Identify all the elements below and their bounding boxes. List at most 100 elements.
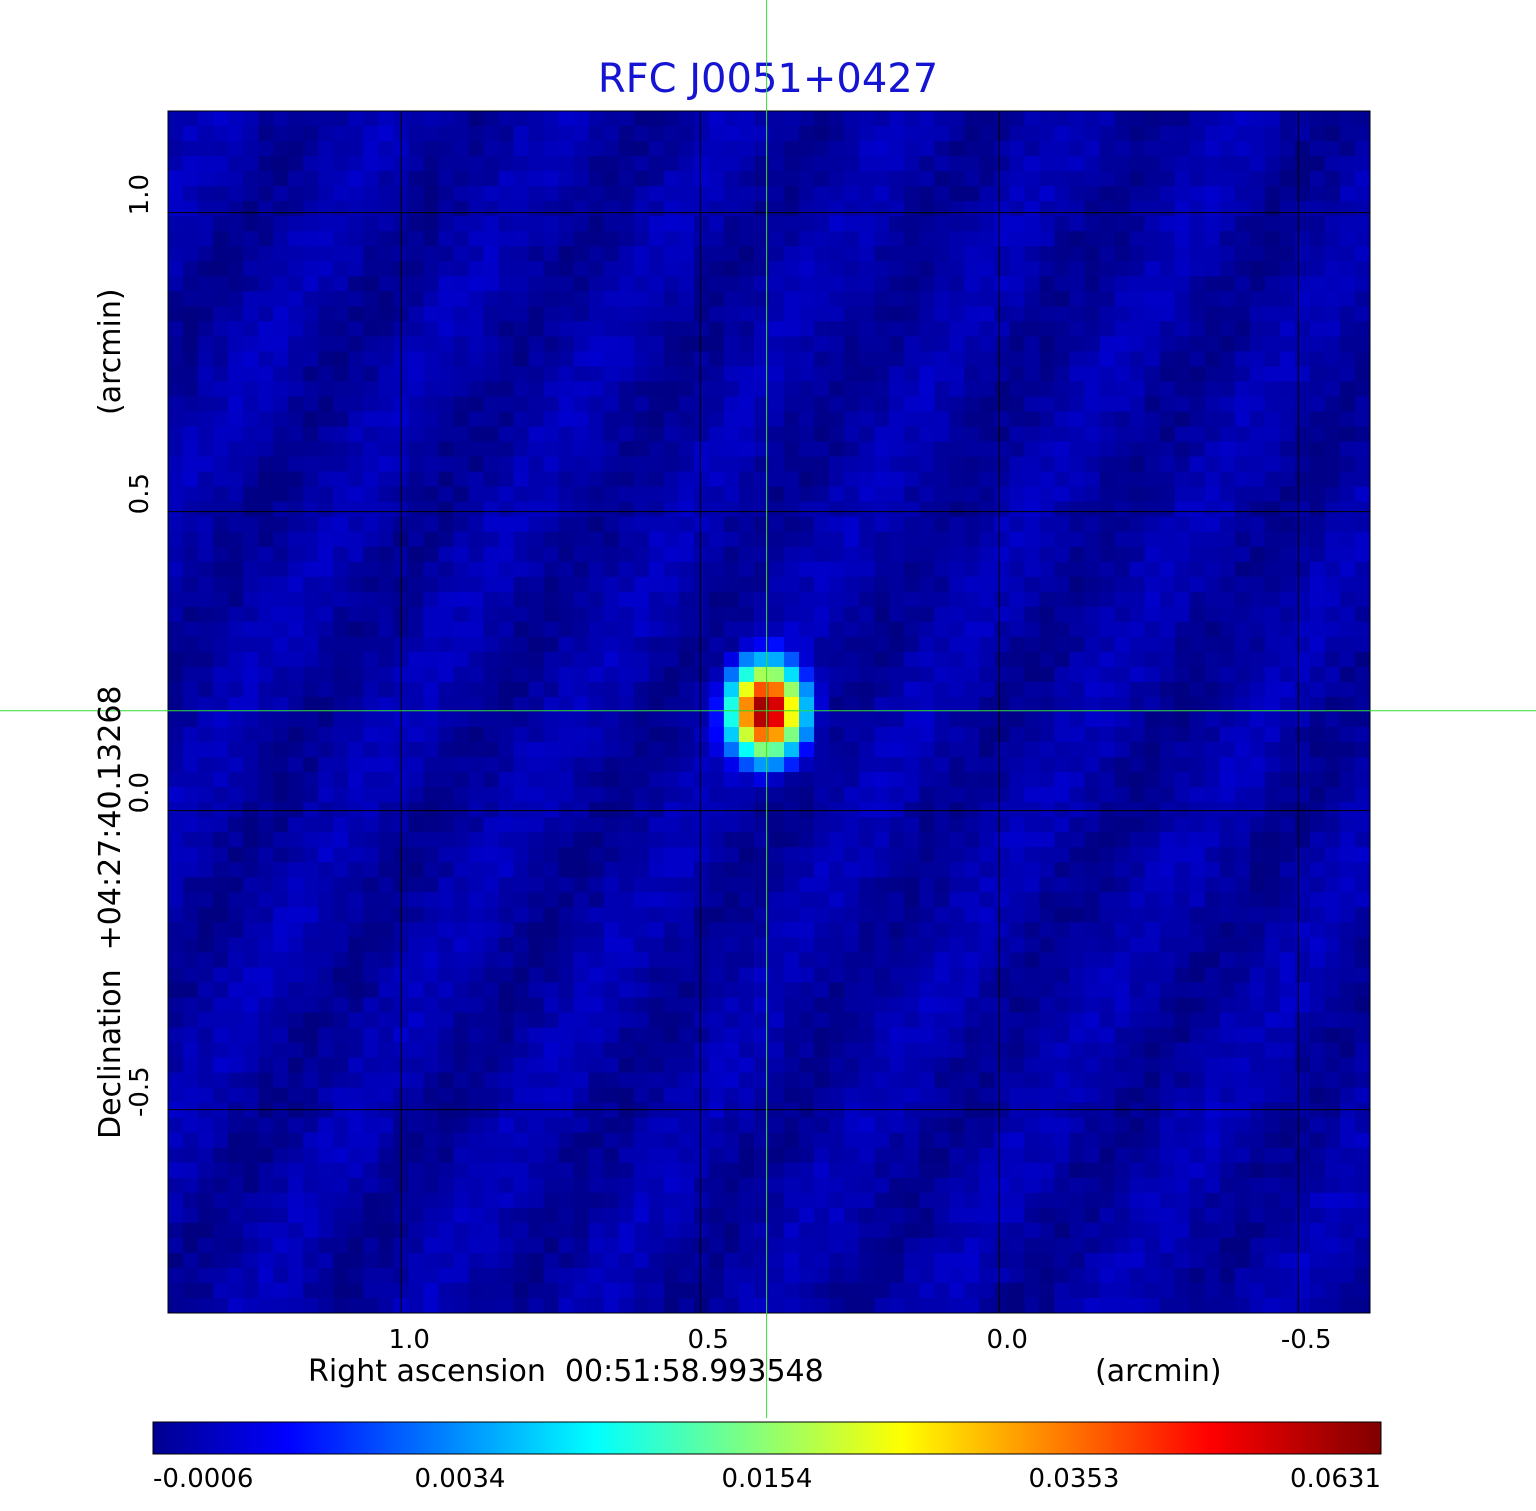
pixel-cell	[1174, 396, 1191, 413]
pixel-cell	[919, 606, 935, 623]
pixel-cell	[979, 997, 995, 1014]
pixel-cell	[1234, 141, 1251, 157]
pixel-cell	[603, 381, 620, 398]
pixel-cell	[363, 1012, 379, 1029]
pixel-cell	[408, 471, 425, 488]
pixel-cell	[288, 366, 304, 383]
pixel-cell	[1324, 576, 1341, 593]
pixel-cell	[288, 636, 304, 653]
pixel-cell	[889, 937, 905, 954]
pixel-cell	[543, 621, 560, 638]
pixel-cell	[333, 396, 349, 413]
pixel-cell	[573, 847, 590, 863]
pixel-cell	[1099, 351, 1116, 368]
pixel-cell	[799, 696, 815, 713]
pixel-cell	[1144, 426, 1161, 443]
pixel-cell	[753, 486, 770, 503]
pixel-cell	[408, 696, 425, 713]
pixel-cell	[949, 141, 965, 157]
pixel-cell	[1009, 636, 1026, 653]
pixel-cell	[1309, 426, 1326, 443]
pixel-cell	[693, 396, 710, 413]
pixel-cell	[1069, 261, 1086, 277]
pixel-cell	[1189, 952, 1206, 969]
pixel-cell	[1144, 862, 1161, 878]
pixel-cell	[528, 757, 545, 773]
pixel-cell	[919, 186, 935, 202]
pixel-cell	[243, 727, 259, 743]
pixel-cell	[588, 967, 605, 984]
pixel-cell	[919, 997, 935, 1014]
pixel-cell	[1054, 186, 1071, 202]
pixel-cell	[483, 516, 500, 533]
pixel-cell	[753, 546, 770, 563]
pixel-cell	[1279, 696, 1296, 713]
pixel-cell	[633, 126, 650, 142]
pixel-cell	[1234, 561, 1251, 578]
pixel-cell	[678, 531, 695, 548]
pixel-cell	[738, 231, 755, 247]
pixel-cell	[363, 727, 379, 743]
pixel-cell	[1159, 126, 1176, 142]
pixel-cell	[1009, 862, 1026, 878]
pixel-cell	[769, 186, 785, 202]
pixel-cell	[423, 576, 440, 593]
pixel-cell	[784, 531, 800, 548]
pixel-cell	[1354, 1027, 1370, 1044]
pixel-cell	[1159, 817, 1176, 833]
pixel-cell	[573, 321, 590, 337]
pixel-cell	[994, 787, 1011, 803]
pixel-cell	[1324, 967, 1341, 984]
pixel-cell	[513, 681, 530, 698]
pixel-cell	[213, 126, 229, 142]
pixel-cell	[1174, 907, 1191, 923]
pixel-cell	[949, 396, 965, 413]
pixel-cell	[198, 411, 214, 428]
pixel-cell	[1234, 787, 1251, 803]
pixel-cell	[1264, 1027, 1281, 1044]
pixel-cell	[1309, 757, 1326, 773]
pixel-cell	[303, 501, 319, 518]
pixel-cell	[1279, 501, 1296, 518]
pixel-cell	[1054, 727, 1071, 743]
pixel-cell	[708, 291, 725, 307]
pixel-cell	[1339, 411, 1356, 428]
pixel-cell	[1294, 967, 1311, 984]
pixel-cell	[693, 426, 710, 443]
pixel-cell	[949, 621, 965, 638]
pixel-cell	[588, 546, 605, 563]
pixel-cell	[1324, 922, 1341, 938]
pixel-cell	[1189, 111, 1206, 127]
pixel-cell	[844, 636, 860, 653]
pixel-cell	[1339, 952, 1356, 969]
pixel-cell	[678, 246, 695, 262]
pixel-cell	[799, 787, 815, 803]
pixel-cell	[288, 456, 304, 473]
pixel-cell	[889, 952, 905, 969]
pixel-cell	[994, 727, 1011, 743]
pixel-cell	[618, 366, 635, 383]
pixel-cell	[1234, 681, 1251, 698]
pixel-cell	[318, 967, 334, 984]
pixel-cell	[1249, 171, 1266, 187]
pixel-cell	[934, 276, 950, 292]
pixel-cell	[1249, 892, 1266, 908]
pixel-cell	[1039, 561, 1056, 578]
pixel-cell	[168, 1012, 184, 1029]
pixel-cell	[198, 261, 214, 277]
pixel-cell	[423, 727, 440, 743]
pixel-cell	[543, 997, 560, 1014]
pixel-cell	[964, 636, 980, 653]
pixel-cell	[273, 636, 289, 653]
pixel-cell	[844, 787, 860, 803]
pixel-cell	[769, 486, 785, 503]
pixel-cell	[994, 426, 1011, 443]
pixel-cell	[693, 576, 710, 593]
pixel-cell	[1069, 877, 1086, 893]
pixel-cell	[904, 426, 920, 443]
pixel-cell	[483, 787, 500, 803]
pixel-cell	[183, 787, 199, 803]
pixel-cell	[618, 862, 635, 878]
pixel-cell	[243, 291, 259, 307]
pixel-cell	[648, 997, 665, 1014]
